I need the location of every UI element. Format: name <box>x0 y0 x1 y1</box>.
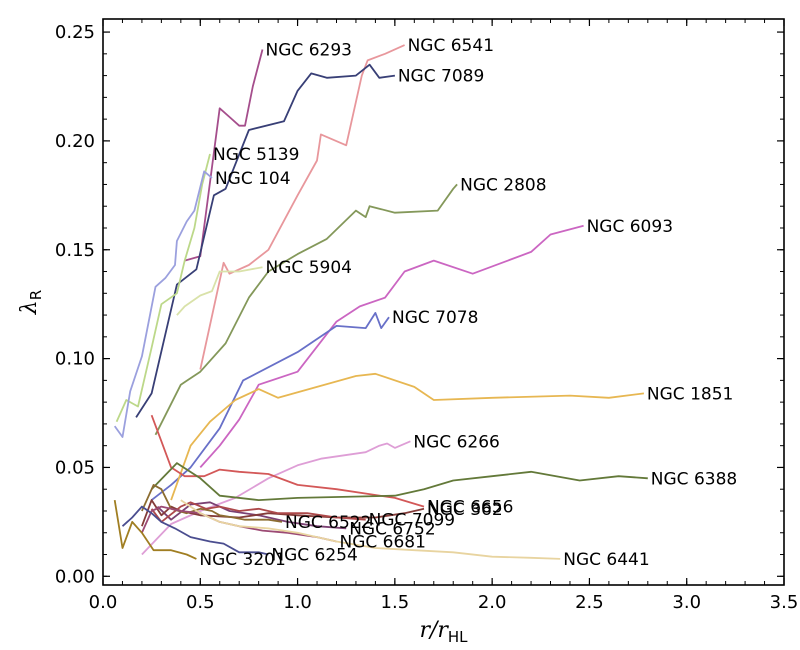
series-label: NGC 6541 <box>408 36 494 56</box>
series-line <box>199 44 405 370</box>
series-line <box>113 499 197 560</box>
x-tick-label: 2.0 <box>478 592 507 613</box>
series-label: NGC 1851 <box>647 384 733 404</box>
series-label: NGC 6656 <box>427 498 513 518</box>
series-label: NGC 6293 <box>266 40 352 60</box>
y-tick-label: 0.20 <box>55 131 95 152</box>
y-tick-label: 0.25 <box>55 22 95 43</box>
y-tick-label: 0.15 <box>55 240 95 261</box>
series-line <box>113 170 213 438</box>
series-line <box>151 312 390 501</box>
series-label: NGC 6093 <box>587 217 673 237</box>
series-line <box>121 505 269 556</box>
series-labels: NGC 6293 NGC 6541 NGC 7089 NGC 5139 NGC 104 N… <box>199 36 737 570</box>
series-label: NGC 5904 <box>266 258 352 278</box>
plot-frame <box>102 18 785 586</box>
series-label: NGC 6266 <box>413 432 499 452</box>
series-line <box>150 414 425 508</box>
x-tick-label: 1.5 <box>381 592 410 613</box>
series-line <box>150 501 366 523</box>
series-line <box>154 183 458 436</box>
series-line <box>176 266 263 316</box>
series-label: NGC 7078 <box>392 308 478 328</box>
y-tick-label: 0.00 <box>55 566 95 587</box>
x-axis-title: r/rHL <box>419 618 468 646</box>
series-label: NGC 362 <box>427 500 503 520</box>
x-tick-label: 0.5 <box>186 592 215 613</box>
y-tick-label: 0.05 <box>55 457 95 478</box>
series-label: NGC 6752 <box>349 519 435 539</box>
series-line <box>115 153 211 423</box>
series-line <box>156 501 347 530</box>
series-label: NGC 6681 <box>339 532 425 552</box>
x-tick-label: 1.0 <box>283 592 312 613</box>
series-label: NGC 7089 <box>398 67 484 87</box>
series-label: NGC 6441 <box>563 550 649 570</box>
series-label: NGC 6254 <box>271 546 357 566</box>
y-axis-title: λR <box>17 290 45 315</box>
series-line <box>141 484 283 523</box>
series-label: NGC 5139 <box>213 145 299 165</box>
series-label: NGC 2808 <box>460 175 546 195</box>
x-tick-label: 3.5 <box>770 592 799 613</box>
series-label: NGC 6522 <box>285 513 371 533</box>
series-label: NGC 3201 <box>199 550 285 570</box>
series-label: NGC 104 <box>215 169 291 189</box>
x-tick-label: 0.0 <box>89 592 118 613</box>
x-tick-label: 3.0 <box>672 592 701 613</box>
series-line <box>184 49 264 262</box>
tick-labels: 0.0 0.5 1.0 1.5 2.0 2.5 3.0 3.5 0.00 0.05 0.10 0.15… <box>55 22 798 613</box>
series-lines <box>113 44 648 560</box>
series-line <box>170 372 645 501</box>
series-line <box>199 224 584 468</box>
x-tick-label: 2.5 <box>575 592 604 613</box>
series-label: NGC 6388 <box>651 469 737 489</box>
series-line <box>180 499 561 560</box>
series-line <box>141 499 425 527</box>
series-line <box>150 462 648 501</box>
series-line <box>135 63 396 418</box>
series-label: NGC 7099 <box>369 511 455 531</box>
y-tick-label: 0.10 <box>55 349 95 370</box>
